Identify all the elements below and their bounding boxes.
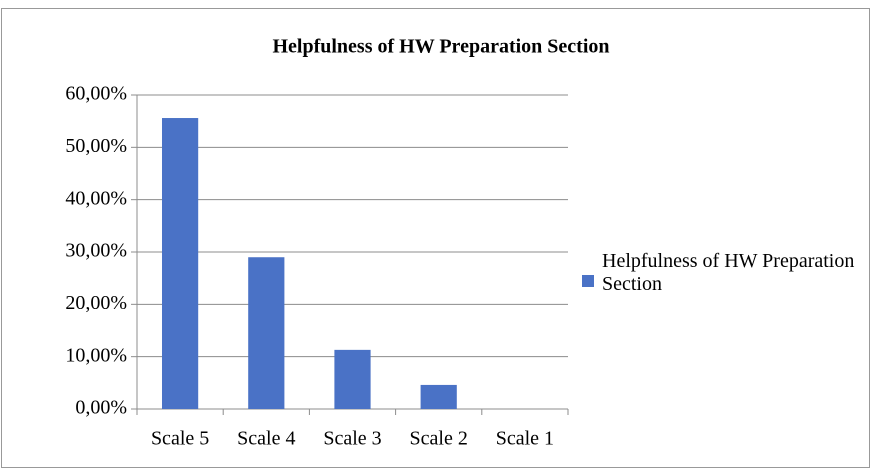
y-tick-label: 40,00% (65, 187, 127, 209)
y-tick-label: 50,00% (65, 135, 127, 157)
bar (161, 118, 199, 409)
x-tick-label: Scale 2 (410, 428, 468, 450)
legend-swatch (582, 275, 594, 287)
bar (334, 349, 371, 409)
legend-label: Helpfulness of HW Preparation Section (602, 250, 855, 295)
bar (420, 384, 457, 409)
y-tick-label: 60,00% (65, 83, 127, 105)
y-tick-label: 0,00% (75, 397, 127, 419)
x-tick-label: Scale 3 (323, 428, 381, 450)
x-tick-label: Scale 5 (151, 428, 209, 450)
x-tick-label: Scale 4 (237, 428, 295, 450)
y-tick-label: 30,00% (65, 240, 127, 262)
chart-title: Helpfulness of HW Preparation Section (272, 36, 609, 58)
bar (248, 257, 285, 409)
x-tick-label: Scale 1 (496, 428, 554, 450)
y-tick-label: 10,00% (65, 344, 127, 366)
y-tick-label: 20,00% (65, 292, 127, 314)
